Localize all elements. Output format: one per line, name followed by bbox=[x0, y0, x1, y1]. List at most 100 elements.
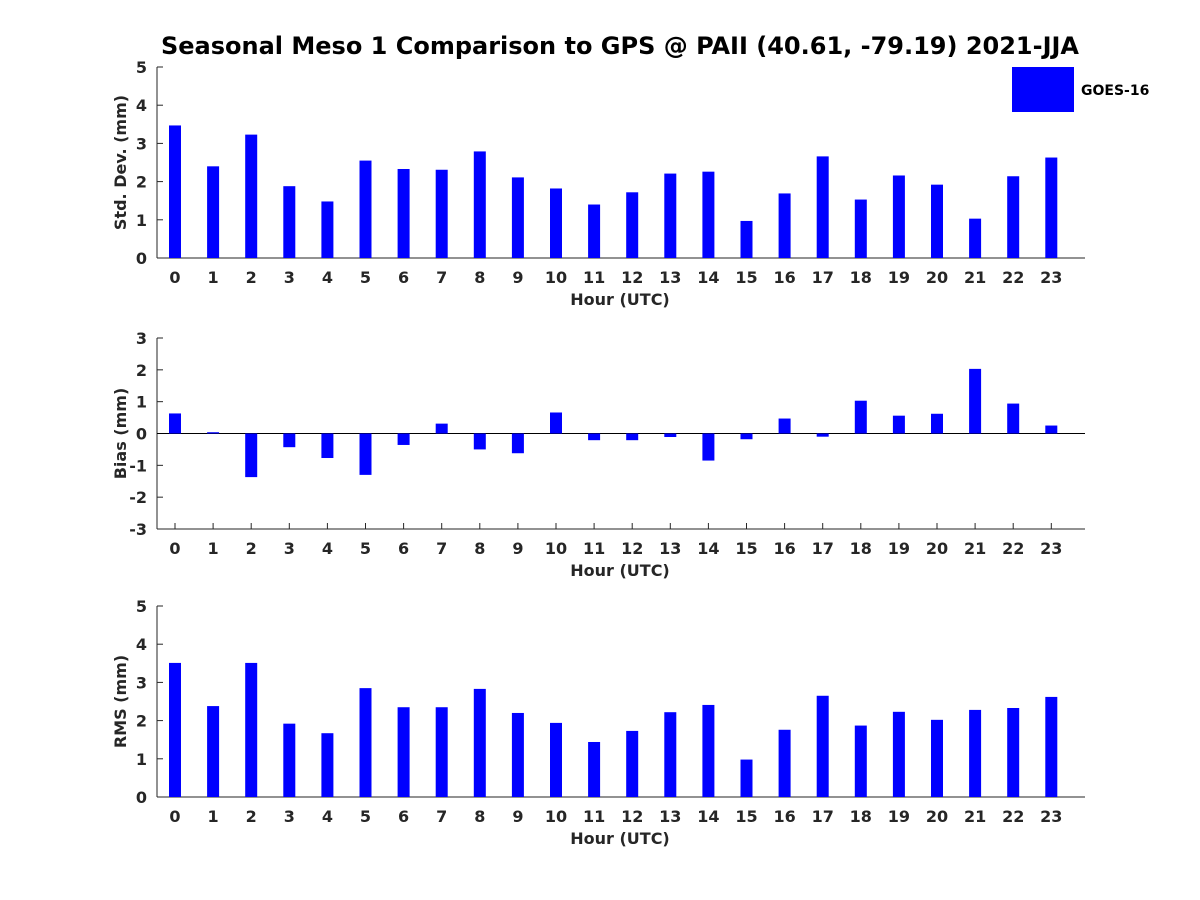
x-axis-label: Hour (UTC) bbox=[570, 561, 670, 580]
bar bbox=[169, 125, 181, 258]
bar bbox=[969, 368, 982, 434]
chart-title: Seasonal Meso 1 Comparison to GPS @ PAII… bbox=[161, 32, 1079, 60]
legend-label: GOES-16 bbox=[1081, 83, 1149, 99]
bar bbox=[626, 192, 639, 258]
x-tick-label: 23 bbox=[1040, 539, 1062, 558]
bar bbox=[245, 134, 258, 258]
y-tick-label: 4 bbox=[136, 96, 147, 115]
x-tick-label: 16 bbox=[773, 807, 795, 826]
x-tick-label: 0 bbox=[169, 268, 180, 287]
bar bbox=[626, 730, 639, 797]
x-tick-label: 20 bbox=[926, 807, 948, 826]
x-tick-label: 1 bbox=[208, 539, 219, 558]
x-tick-label: 12 bbox=[621, 268, 643, 287]
bar bbox=[473, 688, 486, 797]
bar bbox=[283, 433, 296, 448]
y-tick-label: 0 bbox=[136, 788, 147, 807]
x-tick-label: 10 bbox=[545, 539, 567, 558]
bar bbox=[740, 433, 753, 440]
x-tick-label: 19 bbox=[888, 539, 910, 558]
x-tick-label: 22 bbox=[1002, 539, 1024, 558]
x-tick-label: 7 bbox=[436, 539, 447, 558]
y-tick-label: -2 bbox=[129, 488, 147, 507]
x-tick-label: 12 bbox=[621, 807, 643, 826]
x-tick-label: 9 bbox=[512, 268, 523, 287]
y-tick-label: -3 bbox=[129, 520, 147, 539]
x-tick-label: 2 bbox=[246, 539, 257, 558]
x-tick-label: 11 bbox=[583, 807, 605, 826]
bar bbox=[245, 662, 258, 797]
x-tick-label: 22 bbox=[1002, 807, 1024, 826]
x-tick-label: 4 bbox=[322, 807, 333, 826]
x-tick-label: 10 bbox=[545, 807, 567, 826]
x-tick-label: 14 bbox=[697, 807, 719, 826]
bar bbox=[816, 695, 829, 797]
x-tick-label: 17 bbox=[812, 539, 834, 558]
bar bbox=[740, 220, 753, 258]
x-tick-label: 5 bbox=[360, 268, 371, 287]
x-tick-label: 16 bbox=[773, 268, 795, 287]
x-tick-label: 15 bbox=[735, 539, 757, 558]
y-tick-label: 2 bbox=[136, 361, 147, 380]
y-tick-label: 2 bbox=[136, 173, 147, 192]
bar bbox=[969, 218, 982, 258]
bar bbox=[931, 719, 943, 797]
x-tick-label: 23 bbox=[1040, 268, 1062, 287]
bar bbox=[1045, 157, 1058, 258]
bar bbox=[169, 662, 181, 797]
bar bbox=[892, 711, 905, 797]
bar bbox=[321, 733, 334, 797]
x-axis-label: Hour (UTC) bbox=[570, 290, 670, 309]
y-tick-label: 0 bbox=[136, 249, 147, 268]
y-axis-label: Std. Dev. (mm) bbox=[111, 95, 130, 230]
x-tick-label: 19 bbox=[888, 268, 910, 287]
x-tick-label: 17 bbox=[812, 268, 834, 287]
y-axis-label: RMS (mm) bbox=[111, 655, 130, 748]
x-tick-label: 3 bbox=[284, 807, 295, 826]
bar bbox=[854, 400, 867, 434]
x-tick-label: 6 bbox=[398, 268, 409, 287]
x-tick-label: 0 bbox=[169, 807, 180, 826]
bar bbox=[283, 186, 296, 258]
bar bbox=[435, 169, 448, 258]
bar bbox=[702, 704, 715, 797]
bar bbox=[473, 151, 486, 258]
x-tick-label: 14 bbox=[697, 268, 719, 287]
x-tick-label: 22 bbox=[1002, 268, 1024, 287]
bar bbox=[397, 433, 410, 445]
x-tick-label: 3 bbox=[284, 539, 295, 558]
bar bbox=[435, 423, 448, 434]
x-tick-label: 6 bbox=[398, 807, 409, 826]
x-tick-label: 21 bbox=[964, 807, 986, 826]
bar bbox=[359, 160, 372, 258]
bar bbox=[359, 688, 372, 797]
y-tick-label: 3 bbox=[136, 134, 147, 153]
y-tick-label: 5 bbox=[136, 58, 147, 77]
x-tick-label: 1 bbox=[208, 268, 219, 287]
legend: GOES-16 bbox=[1012, 67, 1149, 112]
x-tick-label: 20 bbox=[926, 268, 948, 287]
x-axis-label: Hour (UTC) bbox=[570, 829, 670, 848]
bar bbox=[321, 201, 334, 258]
y-tick-label: 0 bbox=[136, 425, 147, 444]
x-tick-label: 18 bbox=[850, 539, 872, 558]
x-tick-label: 13 bbox=[659, 268, 681, 287]
x-tick-label: 23 bbox=[1040, 807, 1062, 826]
y-tick-label: 4 bbox=[136, 635, 147, 654]
x-tick-label: 21 bbox=[964, 539, 986, 558]
x-tick-label: 9 bbox=[512, 539, 523, 558]
x-tick-label: 18 bbox=[850, 268, 872, 287]
bar bbox=[321, 433, 334, 459]
bar bbox=[207, 706, 220, 797]
x-tick-label: 8 bbox=[474, 807, 485, 826]
bar bbox=[1007, 403, 1020, 434]
x-tick-label: 2 bbox=[246, 268, 257, 287]
y-axis-label: Bias (mm) bbox=[111, 388, 130, 480]
x-tick-label: 16 bbox=[773, 539, 795, 558]
x-tick-label: 14 bbox=[697, 539, 719, 558]
bar bbox=[931, 184, 943, 258]
y-tick-label: 1 bbox=[136, 211, 147, 230]
